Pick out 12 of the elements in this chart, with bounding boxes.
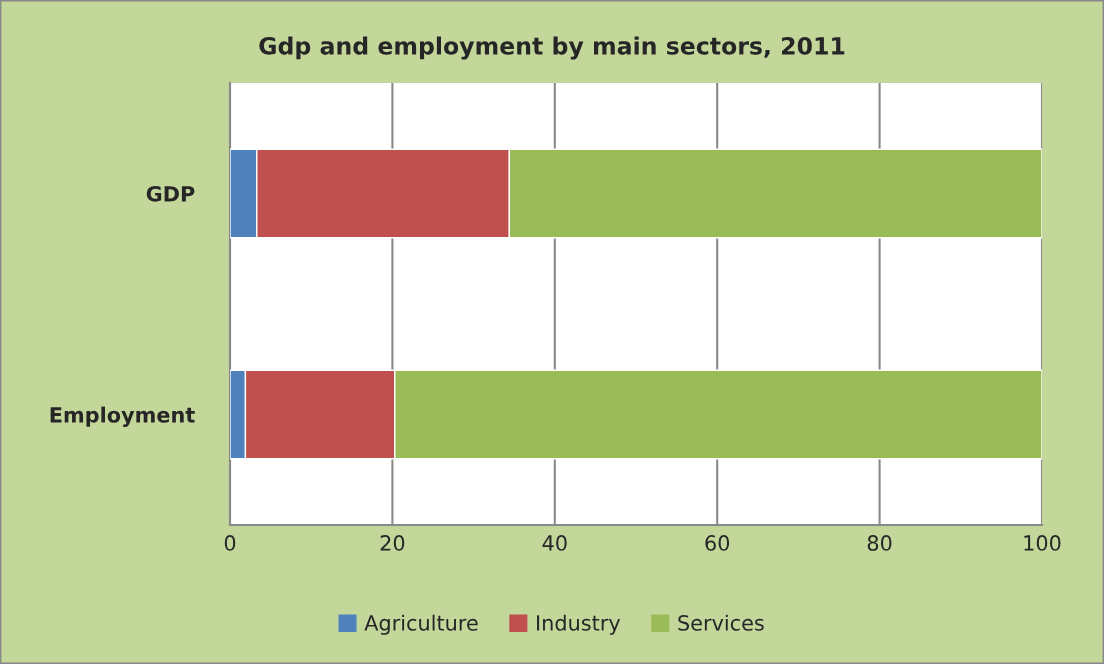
y-tick-label: Employment [50,406,195,427]
legend-label: Industry [537,614,621,635]
x-tick-label: 40 [542,535,567,551]
x-tick-label: 60 [705,535,730,551]
x-tick-label: 100 [1024,535,1061,551]
x-tick-label: 20 [380,535,405,551]
legend-label: Agriculture [364,614,478,635]
y-tick-label: GDP [146,185,195,202]
legend-label: Services [678,614,764,631]
x-tick-label: 0 [224,535,236,551]
x-tick-label: 80 [867,535,892,551]
chart-title: Gdp and employment by main sectors, 2011 [259,36,845,60]
